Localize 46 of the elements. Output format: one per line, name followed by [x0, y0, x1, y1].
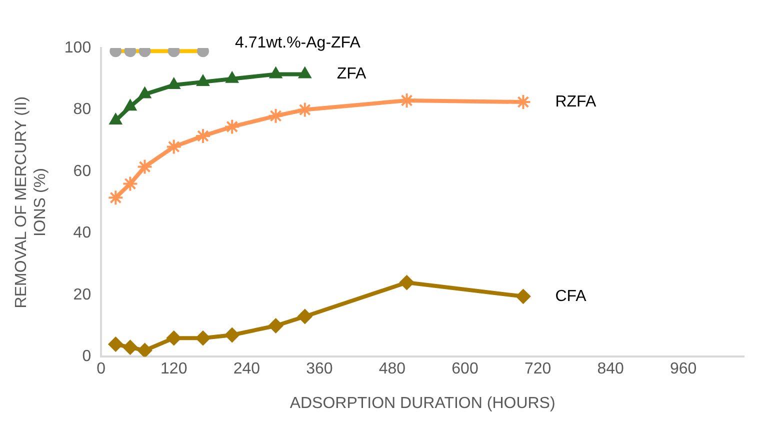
series-label: 4.71wt.%-Ag-ZFA: [234, 34, 361, 52]
y-tick-label: 40: [73, 224, 92, 242]
x-tick-label: 840: [597, 360, 624, 378]
x-tick-label: 120: [160, 360, 188, 378]
point: [269, 66, 282, 78]
x-tick-label: 600: [452, 360, 478, 378]
point: [297, 308, 312, 324]
x-tick-label: 960: [670, 360, 697, 378]
series-label: RZFA: [555, 93, 596, 110]
y-tick-label: 20: [73, 286, 92, 304]
point: [399, 275, 414, 290]
point: [516, 288, 531, 304]
x-tick-label: 480: [378, 360, 406, 378]
point: [268, 108, 284, 124]
point: [166, 138, 182, 155]
x-tick-label: 0: [96, 360, 106, 378]
point: [138, 86, 152, 98]
series-label: ZFA: [336, 66, 367, 83]
point: [268, 318, 284, 334]
x-tick-label: 720: [524, 360, 552, 378]
point: [124, 99, 137, 111]
point: [167, 78, 180, 90]
point: [137, 342, 152, 357]
y-tick-label: 60: [73, 162, 92, 180]
point: [224, 118, 240, 135]
y-tick-label: 0: [82, 348, 92, 366]
y-tick-label: 80: [73, 101, 92, 118]
point: [108, 336, 124, 352]
point: [108, 190, 124, 206]
x-axis-title: ADSORPTION DURATION (HOURS): [290, 394, 556, 412]
point: [224, 328, 240, 342]
point: [166, 330, 182, 346]
point: [136, 158, 153, 175]
point: [122, 176, 138, 192]
x-tick-label: 240: [233, 360, 260, 378]
point: [194, 128, 211, 144]
point: [298, 66, 312, 78]
point: [196, 74, 210, 86]
point: [226, 71, 239, 83]
point: [195, 330, 210, 346]
y-tick-label: 100: [64, 39, 92, 56]
point: [122, 340, 138, 355]
point: [109, 113, 122, 125]
y-axis-title: REMOVAL OF MERCURY (II) IONS (%): [13, 96, 50, 308]
x-tick-label: 360: [306, 360, 333, 378]
series-label: CFA: [555, 288, 587, 305]
